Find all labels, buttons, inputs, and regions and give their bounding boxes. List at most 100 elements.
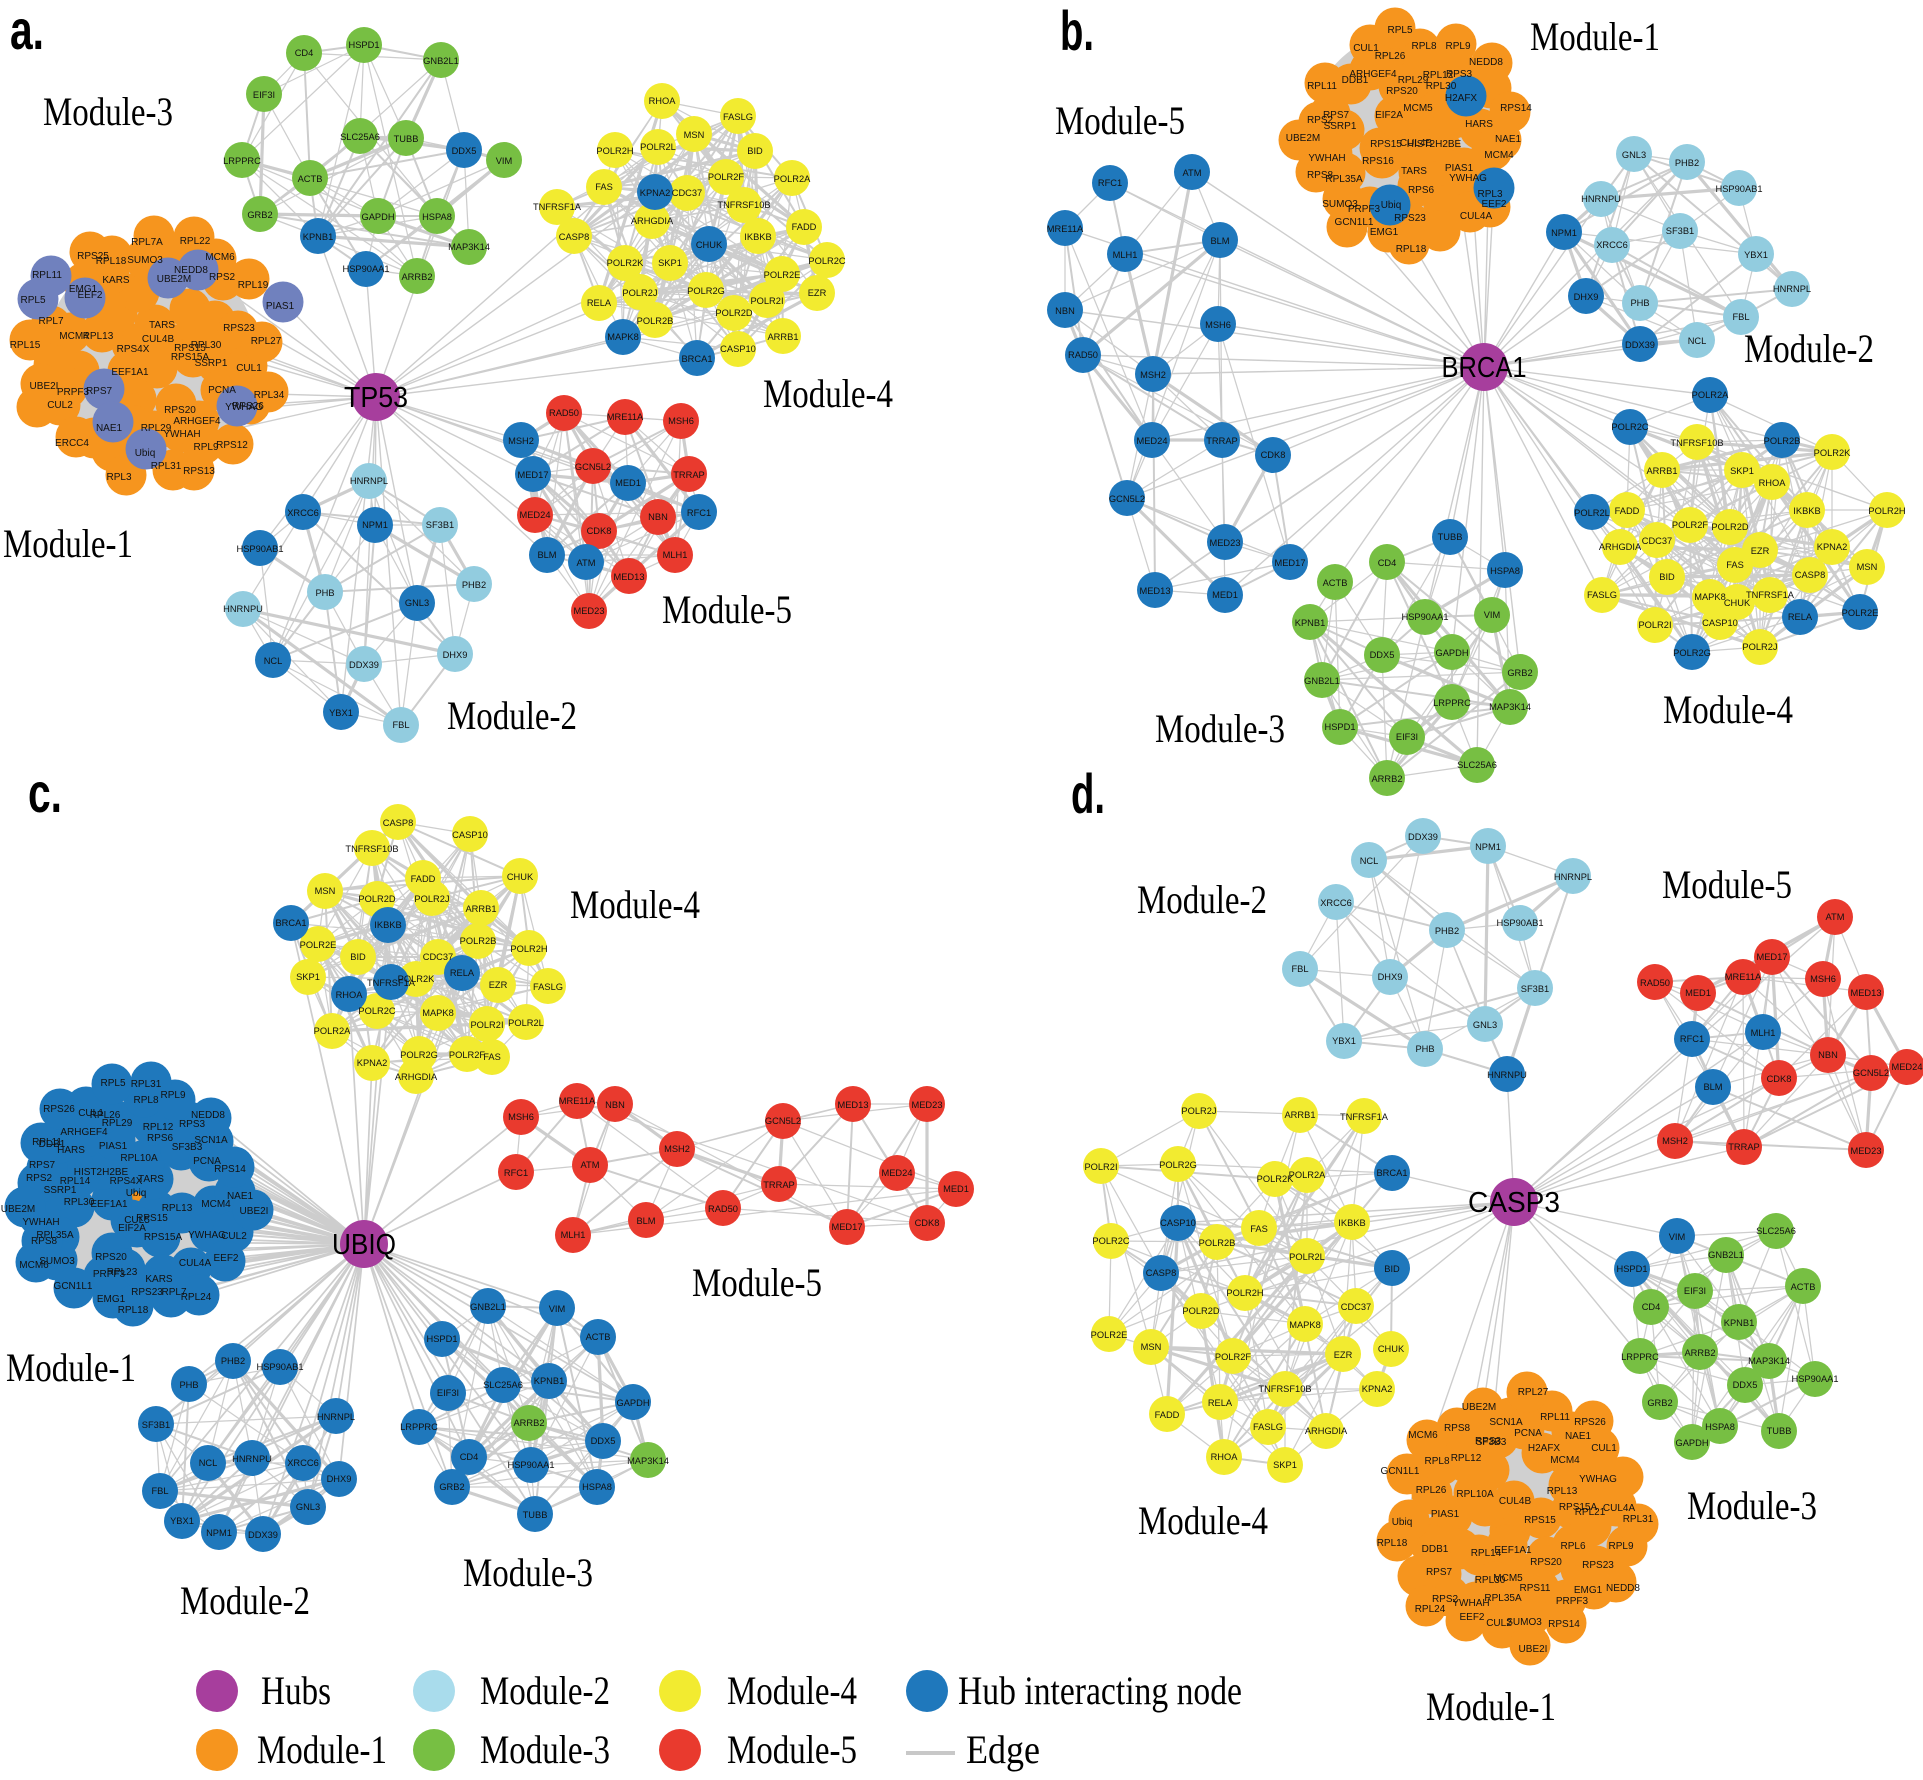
svg-text:SF3B1: SF3B1 (1666, 226, 1694, 236)
svg-text:RPS6: RPS6 (1408, 185, 1435, 196)
svg-text:POLR2E: POLR2E (764, 270, 801, 280)
svg-text:Module-2: Module-2 (447, 693, 577, 738)
svg-text:HNRNPU: HNRNPU (223, 604, 263, 614)
svg-text:HNRNPL: HNRNPL (350, 476, 388, 486)
svg-text:DHX9: DHX9 (443, 650, 468, 660)
svg-text:SLC25A6: SLC25A6 (1756, 1226, 1796, 1236)
svg-text:VIM: VIM (1484, 610, 1501, 620)
svg-text:HNRNPU: HNRNPU (1487, 1070, 1527, 1080)
svg-text:LRPPRC: LRPPRC (1433, 698, 1471, 708)
svg-text:CASP10: CASP10 (452, 830, 488, 840)
svg-text:MCM6: MCM6 (19, 1260, 49, 1271)
svg-text:RPS25: RPS25 (77, 251, 109, 262)
svg-text:PRPF3: PRPF3 (57, 387, 90, 398)
svg-text:YWHAG: YWHAG (225, 402, 263, 413)
svg-text:KPNB1: KPNB1 (303, 232, 334, 242)
svg-text:SSRP1: SSRP1 (195, 358, 228, 369)
svg-text:HARS: HARS (57, 1145, 85, 1156)
svg-text:CDC37: CDC37 (423, 952, 453, 962)
svg-text:EIF3I: EIF3I (253, 90, 275, 100)
svg-text:GNB2L1: GNB2L1 (1304, 676, 1340, 686)
svg-text:RFC1: RFC1 (1680, 1034, 1704, 1044)
svg-text:Module-3: Module-3 (463, 1550, 593, 1595)
svg-text:EEF2: EEF2 (77, 290, 102, 301)
svg-text:HNRNPU: HNRNPU (232, 1454, 272, 1464)
svg-text:RPL12: RPL12 (1451, 1453, 1482, 1464)
svg-text:MED13: MED13 (1139, 586, 1170, 596)
svg-text:PHB: PHB (1630, 298, 1649, 308)
svg-text:Module-5: Module-5 (662, 587, 792, 632)
svg-text:VIM: VIM (496, 156, 513, 166)
svg-text:CDK8: CDK8 (587, 526, 612, 536)
svg-text:SKP1: SKP1 (1730, 466, 1754, 476)
svg-text:RPL30: RPL30 (191, 340, 222, 351)
svg-text:TNFRSF10B: TNFRSF10B (717, 200, 770, 210)
svg-text:DHX9: DHX9 (1378, 972, 1403, 982)
svg-text:RPS2: RPS2 (1307, 115, 1334, 126)
svg-text:ARRB2: ARRB2 (513, 1418, 544, 1428)
svg-text:YWHAG: YWHAG (188, 1230, 226, 1241)
svg-text:POLR2F: POLR2F (708, 172, 744, 182)
svg-text:RPL10A: RPL10A (1456, 1489, 1494, 1500)
svg-text:UBE2I: UBE2I (30, 381, 59, 392)
svg-text:BRCA1: BRCA1 (681, 354, 712, 364)
svg-text:POLR2L: POLR2L (508, 1018, 544, 1028)
svg-text:TNFRSF1A: TNFRSF1A (533, 202, 582, 212)
svg-text:POLR2D: POLR2D (1711, 522, 1748, 532)
svg-text:POLR2F: POLR2F (1215, 1352, 1251, 1362)
svg-text:ATM: ATM (577, 558, 596, 568)
svg-text:Module-4: Module-4 (570, 882, 700, 927)
svg-text:GAPDH: GAPDH (1435, 648, 1468, 658)
svg-text:DHX9: DHX9 (1574, 292, 1599, 302)
svg-text:KPNA2: KPNA2 (357, 1058, 388, 1068)
svg-text:Module-1: Module-1 (3, 521, 133, 566)
svg-text:MED17: MED17 (1756, 952, 1787, 962)
svg-text:NAE1: NAE1 (227, 1191, 254, 1202)
svg-text:POLR2C: POLR2C (1092, 1236, 1129, 1246)
svg-text:HNRNPL: HNRNPL (1554, 872, 1592, 882)
svg-text:POLR2L: POLR2L (1574, 508, 1610, 518)
svg-text:GNL3: GNL3 (405, 598, 429, 608)
svg-text:SF3B1: SF3B1 (426, 520, 454, 530)
svg-text:RPL11: RPL11 (32, 270, 62, 281)
svg-text:NCL: NCL (1360, 856, 1379, 866)
svg-text:POLR2A: POLR2A (314, 1026, 351, 1036)
svg-text:RPL30: RPL30 (1426, 81, 1457, 92)
svg-text:POLR2G: POLR2G (1673, 648, 1711, 658)
svg-text:XRCC6: XRCC6 (287, 1458, 319, 1468)
svg-text:MAPK8: MAPK8 (422, 1008, 454, 1018)
svg-text:YWHAH: YWHAH (22, 1217, 59, 1228)
svg-text:POLR2A: POLR2A (1289, 1170, 1326, 1180)
svg-text:MLH1: MLH1 (663, 550, 688, 560)
svg-text:RHOA: RHOA (1759, 478, 1787, 488)
svg-text:GCN5L2: GCN5L2 (575, 462, 611, 472)
svg-text:NCL: NCL (264, 656, 283, 666)
svg-text:GCN1L1: GCN1L1 (1335, 217, 1374, 228)
svg-text:POLR2J: POLR2J (1181, 1106, 1216, 1116)
svg-text:RPL26: RPL26 (1375, 51, 1406, 62)
svg-text:RPL9: RPL9 (1608, 1541, 1633, 1552)
svg-text:Module-3: Module-3 (43, 89, 173, 134)
svg-text:MED24: MED24 (519, 510, 550, 520)
svg-text:NBN: NBN (605, 1100, 625, 1110)
svg-text:CUL2: CUL2 (47, 400, 73, 411)
svg-text:VIM: VIM (1669, 1232, 1686, 1242)
svg-text:RPS4X: RPS4X (117, 344, 150, 355)
svg-text:TRRAP: TRRAP (673, 470, 705, 480)
svg-text:SUMO3: SUMO3 (127, 255, 163, 266)
svg-text:GAPDH: GAPDH (1675, 1438, 1708, 1448)
svg-text:CDC37: CDC37 (1341, 1302, 1371, 1312)
svg-text:TNFRSF1A: TNFRSF1A (367, 978, 416, 988)
svg-text:RPS15A: RPS15A (171, 352, 210, 363)
svg-text:MCM4: MCM4 (1484, 150, 1514, 161)
svg-text:MED13: MED13 (837, 1100, 868, 1110)
svg-text:TP53: TP53 (344, 382, 408, 414)
svg-text:FASLG: FASLG (723, 112, 753, 122)
svg-text:MED1: MED1 (1685, 988, 1711, 998)
svg-text:UBE2I: UBE2I (1519, 1644, 1548, 1655)
svg-text:TNFRSF10B: TNFRSF10B (345, 844, 398, 854)
svg-text:TRRAP: TRRAP (763, 1180, 795, 1190)
svg-text:DDX39: DDX39 (1625, 340, 1655, 350)
svg-text:HSPD1: HSPD1 (426, 1334, 457, 1344)
svg-text:CUL1: CUL1 (1353, 43, 1379, 54)
